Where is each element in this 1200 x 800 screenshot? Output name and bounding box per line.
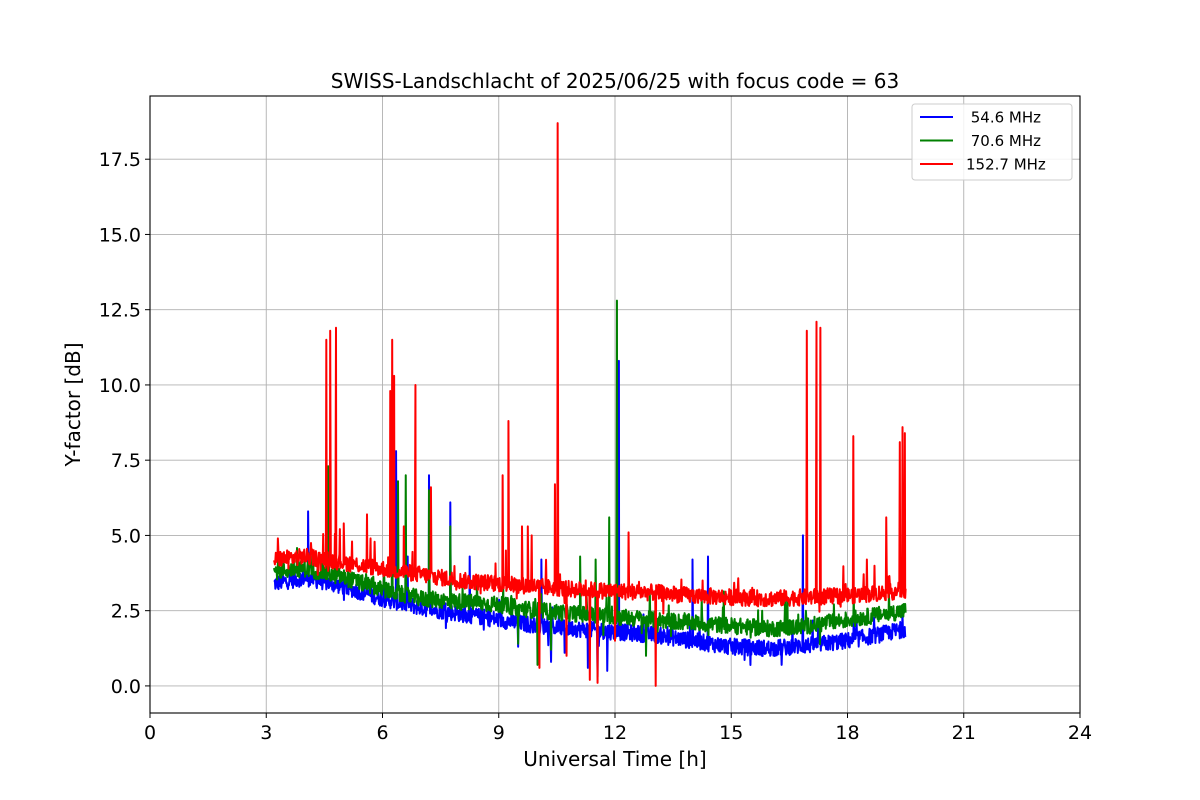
x-tick-label: 21: [952, 722, 976, 744]
x-tick-label: 3: [260, 722, 272, 744]
legend: 54.6 MHz 70.6 MHz 152.7 MHz: [911, 103, 1073, 181]
y-axis-label: Y-factor [dB]: [61, 342, 85, 467]
x-tick-label: 6: [376, 722, 388, 744]
plot-area: [273, 122, 907, 687]
legend-box: [911, 103, 1073, 181]
x-axis-label: Universal Time [h]: [523, 747, 706, 771]
y-tick-label: 5.0: [111, 525, 141, 547]
chart-title: SWISS-Landschlacht of 2025/06/25 with fo…: [331, 69, 899, 93]
y-tick-label: 17.5: [99, 149, 141, 171]
series-line-2: [273, 122, 907, 687]
x-tick-label: 0: [144, 722, 156, 744]
y-tick-label: 7.5: [111, 450, 141, 472]
legend-label: 54.6 MHz: [966, 109, 1041, 127]
x-tick-label: 24: [1068, 722, 1092, 744]
y-tick-label: 10.0: [99, 375, 141, 397]
y-tick-label: 2.5: [111, 601, 141, 623]
x-tick-label: 15: [719, 722, 743, 744]
x-tick-label: 9: [493, 722, 505, 744]
legend-label: 152.7 MHz: [966, 156, 1046, 174]
axis-ticks: 0 3 6 9 12 15 18 21 24 0.0 2.5 5.0 7.5 10.0 12.5 15.0 17…: [99, 149, 1092, 744]
x-tick-label: 18: [835, 722, 859, 744]
y-tick-label: 12.5: [99, 300, 141, 322]
y-tick-label: 15.0: [99, 224, 141, 246]
x-tick-label: 12: [603, 722, 627, 744]
y-tick-label: 0.0: [111, 676, 141, 698]
legend-label: 70.6 MHz: [966, 132, 1041, 150]
